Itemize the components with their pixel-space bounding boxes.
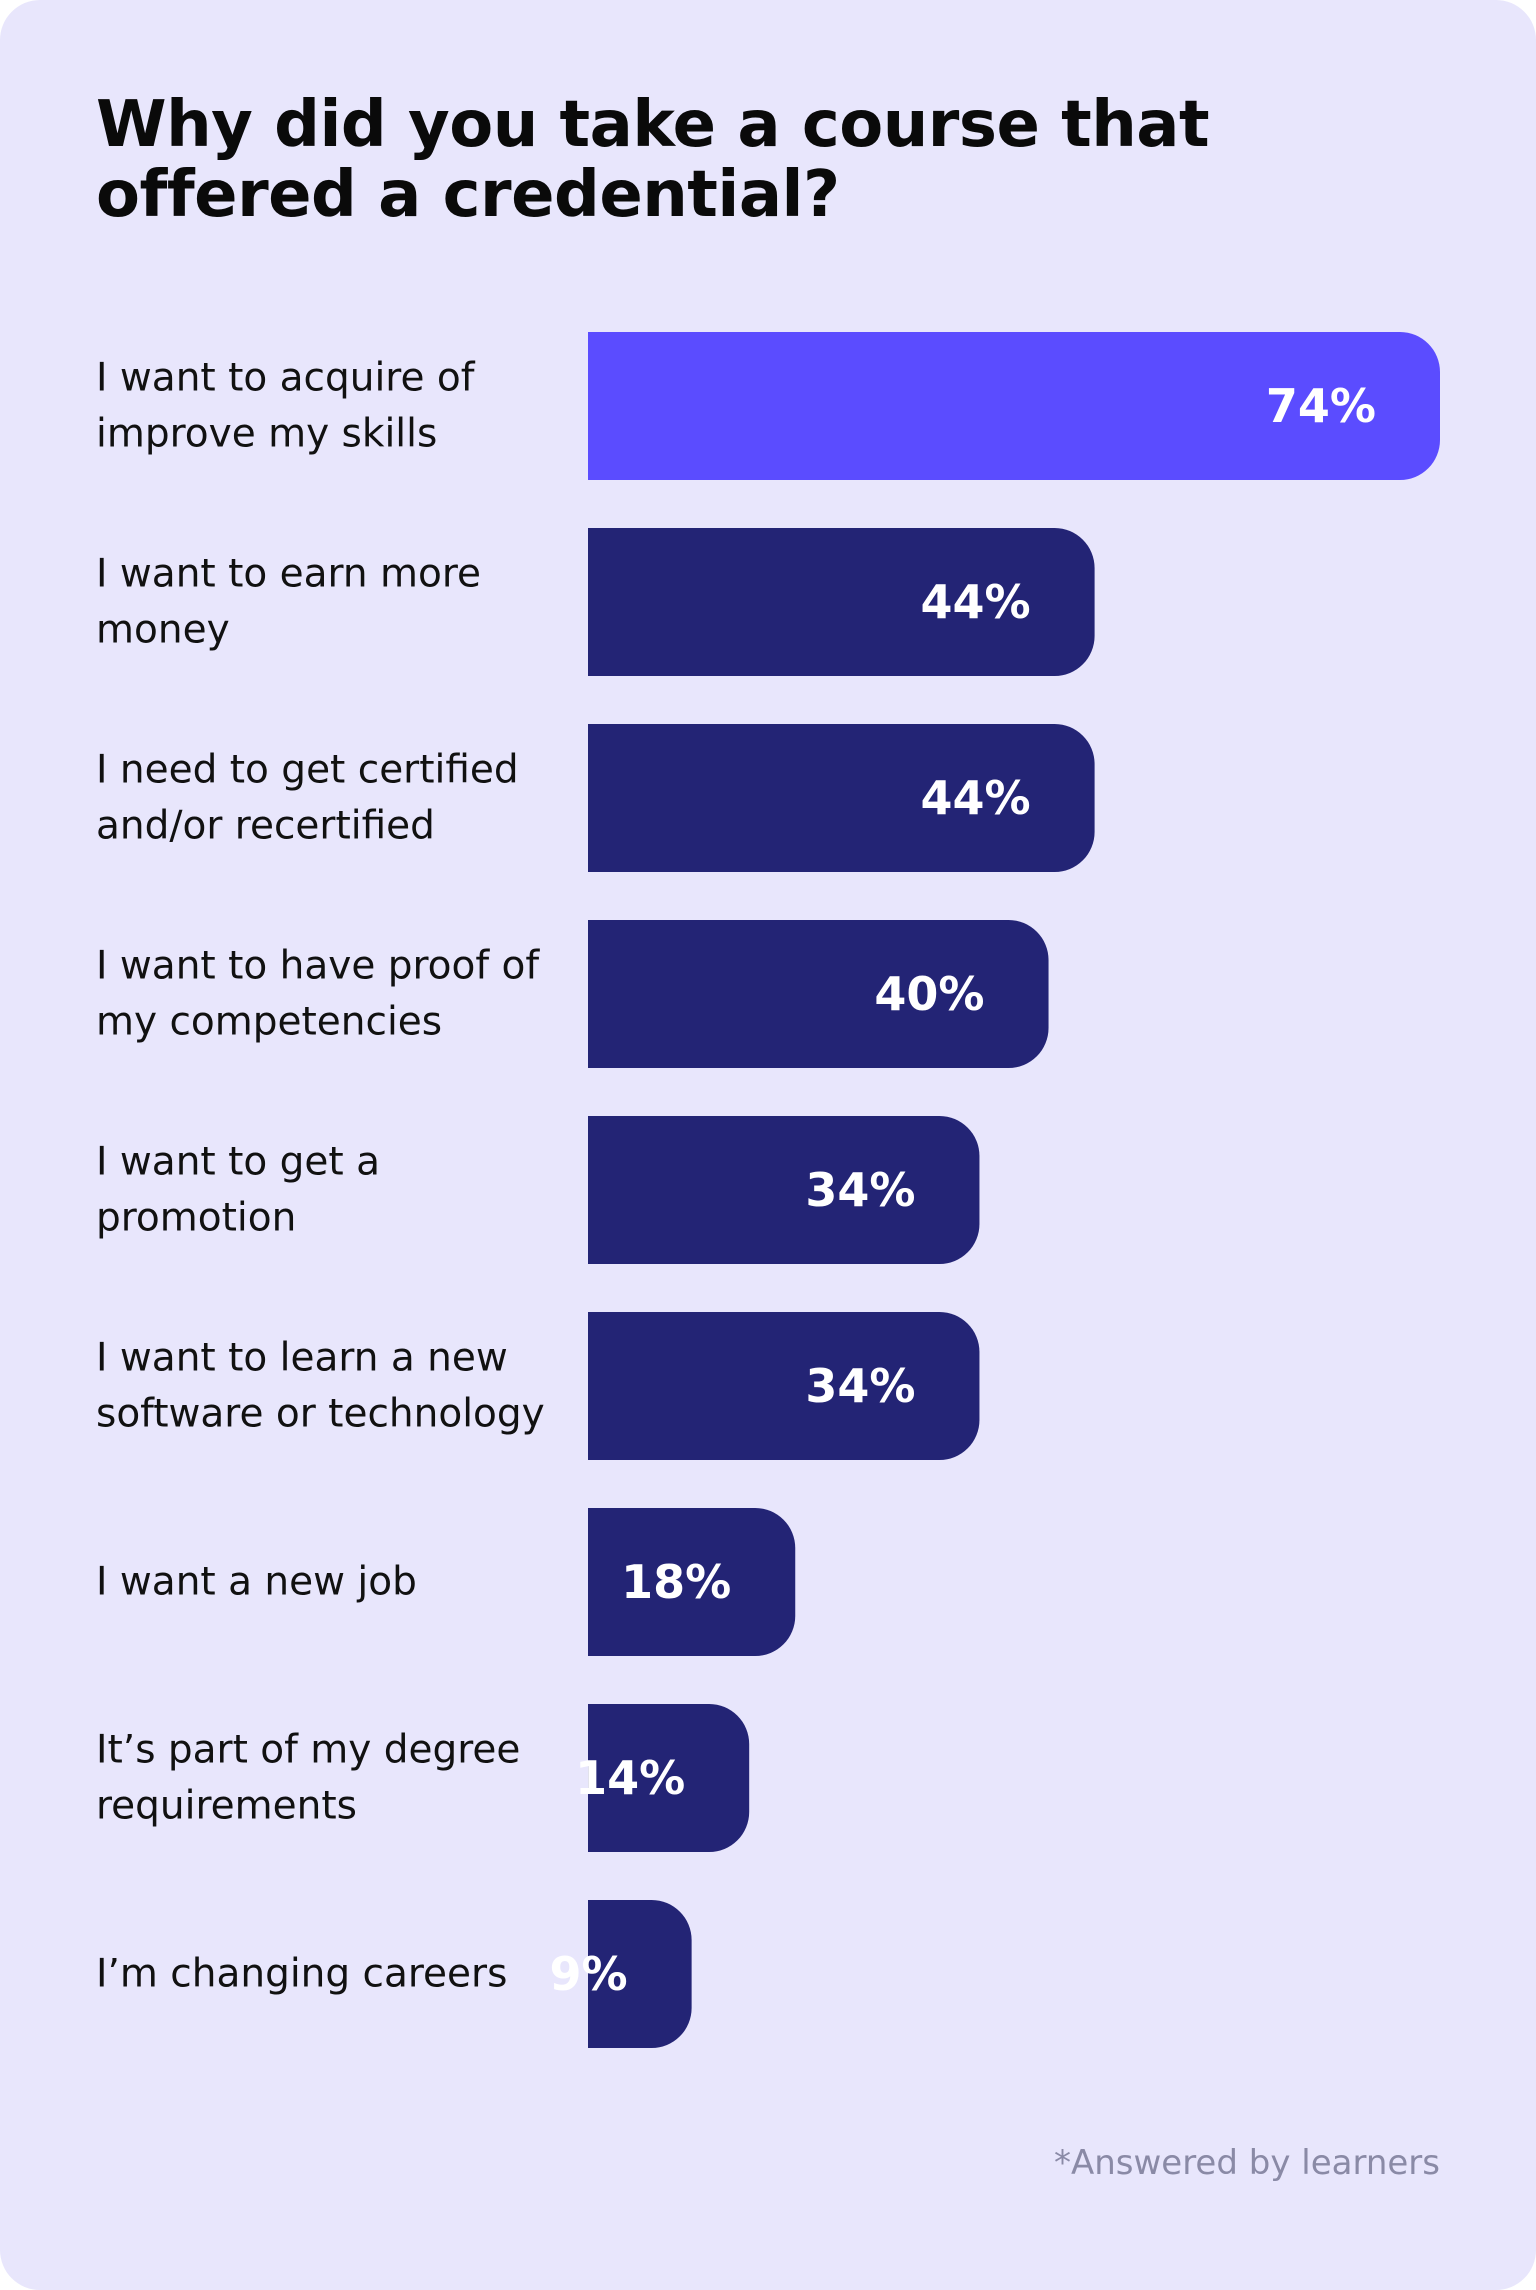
bar-2 [588,528,1095,676]
category-label-8: It’s part of my degree requirements [96,1728,520,1829]
category-label-2: I want to earn more money [96,552,481,653]
bar-6 [588,1312,980,1460]
bar-3 [588,724,1095,872]
category-label-5-line-2: promotion [96,1196,296,1241]
value-label-5: 34% [805,1163,915,1217]
category-label-5: I want to get a promotion [96,1140,380,1241]
value-label-7: 18% [621,1555,731,1609]
category-label-4: I want to have proof of my competencies [96,944,540,1045]
category-label-8-line-2: requirements [96,1784,357,1829]
category-label-8-line-1: It’s part of my degree [96,1728,520,1773]
value-label-4: 40% [874,967,984,1021]
category-label-6-line-2: software or technology [96,1392,545,1437]
bar-5 [588,1116,980,1264]
value-label-6: 34% [805,1359,915,1413]
category-label-1-line-2: improve my skills [96,412,437,457]
category-label-3-line-2: and/or recertified [96,804,435,849]
category-label-2-line-1: I want to earn more [96,552,481,597]
bar-9 [588,1900,692,2048]
category-label-6: I want to learn a new software or technol… [96,1336,545,1437]
category-label-6-line-1: I want to learn a new [96,1336,508,1381]
bar-8 [588,1704,750,1852]
bar-7 [588,1508,796,1656]
chart-title: Why did you take a course that offered a… [96,88,1210,232]
bar-4 [588,920,1049,1068]
category-label-7-line-1: I want a new job [96,1560,417,1605]
value-label-8: 14% [575,1751,685,1805]
category-label-1-line-1: I want to acquire of [96,356,476,401]
category-label-4-line-1: I want to have proof of [96,944,540,989]
category-label-5-line-1: I want to get a [96,1140,380,1185]
category-label-9-line-1: I’m changing careers [96,1952,507,1997]
footnote: *Answered by learners [1053,2143,1440,2183]
category-label-1: I want to acquire of improve my skills [96,356,476,457]
value-label-9: 9% [550,1947,628,2001]
bar-1 [588,332,1440,480]
value-label-2: 44% [920,575,1030,629]
category-label-9: I’m changing careers [96,1952,507,1997]
category-label-7: I want a new job [96,1560,417,1605]
category-label-3-line-1: I need to get certified [96,748,519,793]
category-label-2-line-2: money [96,608,230,653]
value-label-1: 74% [1266,379,1376,433]
category-label-3: I need to get certified and/or recertifie… [96,748,519,849]
category-label-4-line-2: my competencies [96,1000,442,1045]
value-label-3: 44% [920,771,1030,825]
